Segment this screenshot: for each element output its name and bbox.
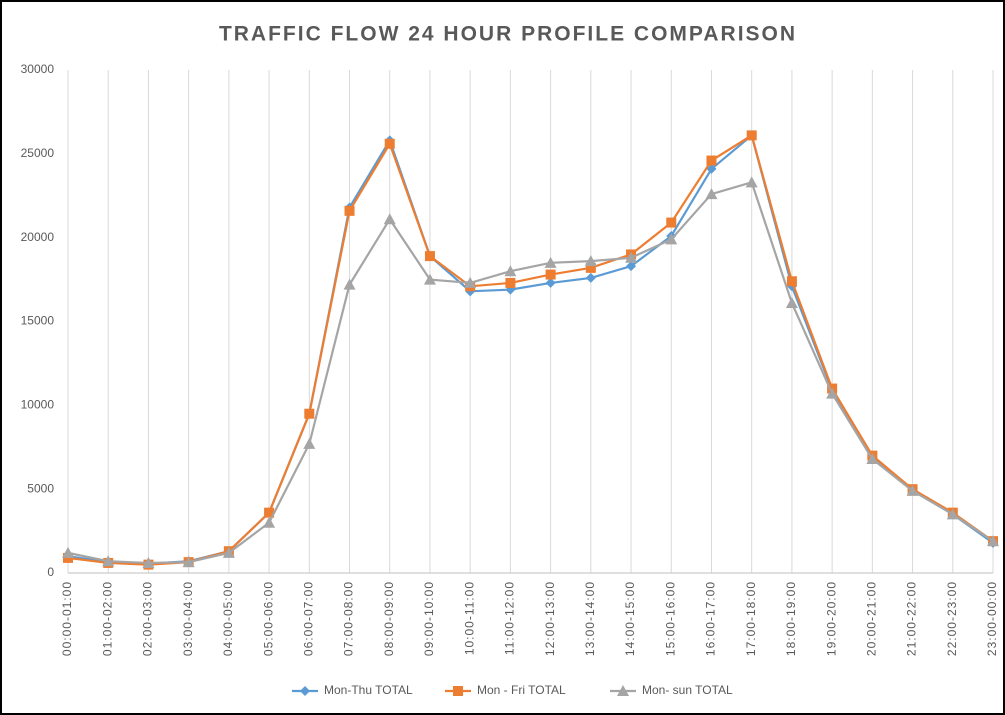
x-tick-label: 13:00-14:00 — [583, 581, 597, 656]
point — [222, 546, 235, 558]
x-tick-label: 02:00-03:00 — [141, 581, 155, 656]
point — [344, 205, 355, 216]
point — [786, 276, 797, 287]
series-line — [67, 133, 994, 566]
point — [906, 484, 919, 496]
y-tick-label: 25000 — [21, 146, 55, 160]
point — [785, 297, 798, 309]
point — [263, 516, 276, 528]
y-tick-label: 15000 — [21, 314, 55, 328]
y-tick-label: 5000 — [27, 481, 54, 495]
x-tick-label: 23:00-00:00 — [985, 581, 999, 656]
point — [63, 552, 73, 563]
y-tick-label: 10000 — [21, 398, 55, 412]
legend-marker — [453, 686, 463, 696]
y-tick-label: 20000 — [21, 230, 55, 244]
point — [585, 262, 596, 273]
point — [625, 251, 638, 263]
x-tick-label: 11:00-12:00 — [503, 581, 517, 655]
x-tick-label: 00:00-01:00 — [60, 581, 74, 656]
point — [545, 277, 556, 288]
y-tick-label: 30000 — [21, 62, 55, 76]
x-tick-label: 04:00-05:00 — [221, 581, 235, 656]
point — [585, 272, 596, 283]
point — [504, 265, 517, 277]
point — [544, 256, 557, 268]
point — [946, 508, 959, 520]
point — [62, 546, 74, 558]
point — [706, 163, 717, 174]
point — [383, 213, 396, 225]
x-tick-label: 21:00-22:00 — [905, 581, 919, 656]
x-tick-label: 03:00-04:00 — [181, 581, 195, 656]
point — [264, 507, 275, 518]
x-tick-label: 09:00-10:00 — [422, 581, 436, 656]
x-tick-label: 18:00-19:00 — [784, 581, 798, 656]
point — [866, 452, 879, 464]
point — [584, 255, 597, 267]
legend-label: Mon- sun TOTAL — [642, 683, 733, 697]
point — [826, 387, 839, 399]
point — [706, 155, 717, 166]
legend-marker — [300, 686, 310, 696]
x-tick-label: 15:00-16:00 — [663, 581, 677, 656]
x-tick-label: 14:00-15:00 — [623, 581, 637, 656]
x-tick-label: 05:00-06:00 — [261, 581, 275, 656]
point — [384, 138, 395, 149]
point — [545, 269, 556, 280]
point — [987, 535, 999, 547]
y-tick-label: 0 — [47, 565, 54, 579]
x-tick-label: 10:00-11:00 — [462, 581, 476, 655]
point — [665, 233, 678, 245]
x-tick-label: 22:00-23:00 — [945, 581, 959, 656]
point — [423, 273, 436, 285]
chart-title: TRAFFIC FLOW 24 HOUR PROFILE COMPARISON — [219, 23, 797, 46]
legend-marker — [617, 685, 629, 696]
x-tick-label: 06:00-07:00 — [301, 581, 315, 656]
x-tick-label: 08:00-09:00 — [382, 581, 396, 656]
point — [142, 556, 155, 568]
x-tick-label: 12:00-13:00 — [543, 581, 557, 656]
point — [102, 555, 115, 567]
series-line — [67, 180, 994, 565]
point — [745, 176, 758, 188]
x-tick-label: 07:00-08:00 — [342, 581, 356, 656]
point — [746, 130, 757, 141]
point — [303, 437, 316, 449]
x-tick-label: 20:00-21:00 — [865, 581, 879, 656]
legend-label: Mon - Fri TOTAL — [477, 683, 566, 697]
point — [182, 556, 195, 568]
x-tick-label: 17:00-18:00 — [744, 581, 758, 656]
point — [424, 251, 435, 262]
point — [505, 277, 516, 288]
legend-label: Mon-Thu TOTAL — [324, 683, 413, 697]
x-tick-label: 16:00-17:00 — [704, 581, 718, 656]
x-tick-label: 19:00-20:00 — [824, 581, 838, 656]
point — [304, 408, 315, 419]
point — [464, 276, 477, 288]
point — [626, 261, 637, 272]
point — [705, 188, 718, 200]
x-tick-label: 01:00-02:00 — [100, 581, 114, 656]
point — [343, 278, 356, 290]
point — [666, 217, 677, 228]
